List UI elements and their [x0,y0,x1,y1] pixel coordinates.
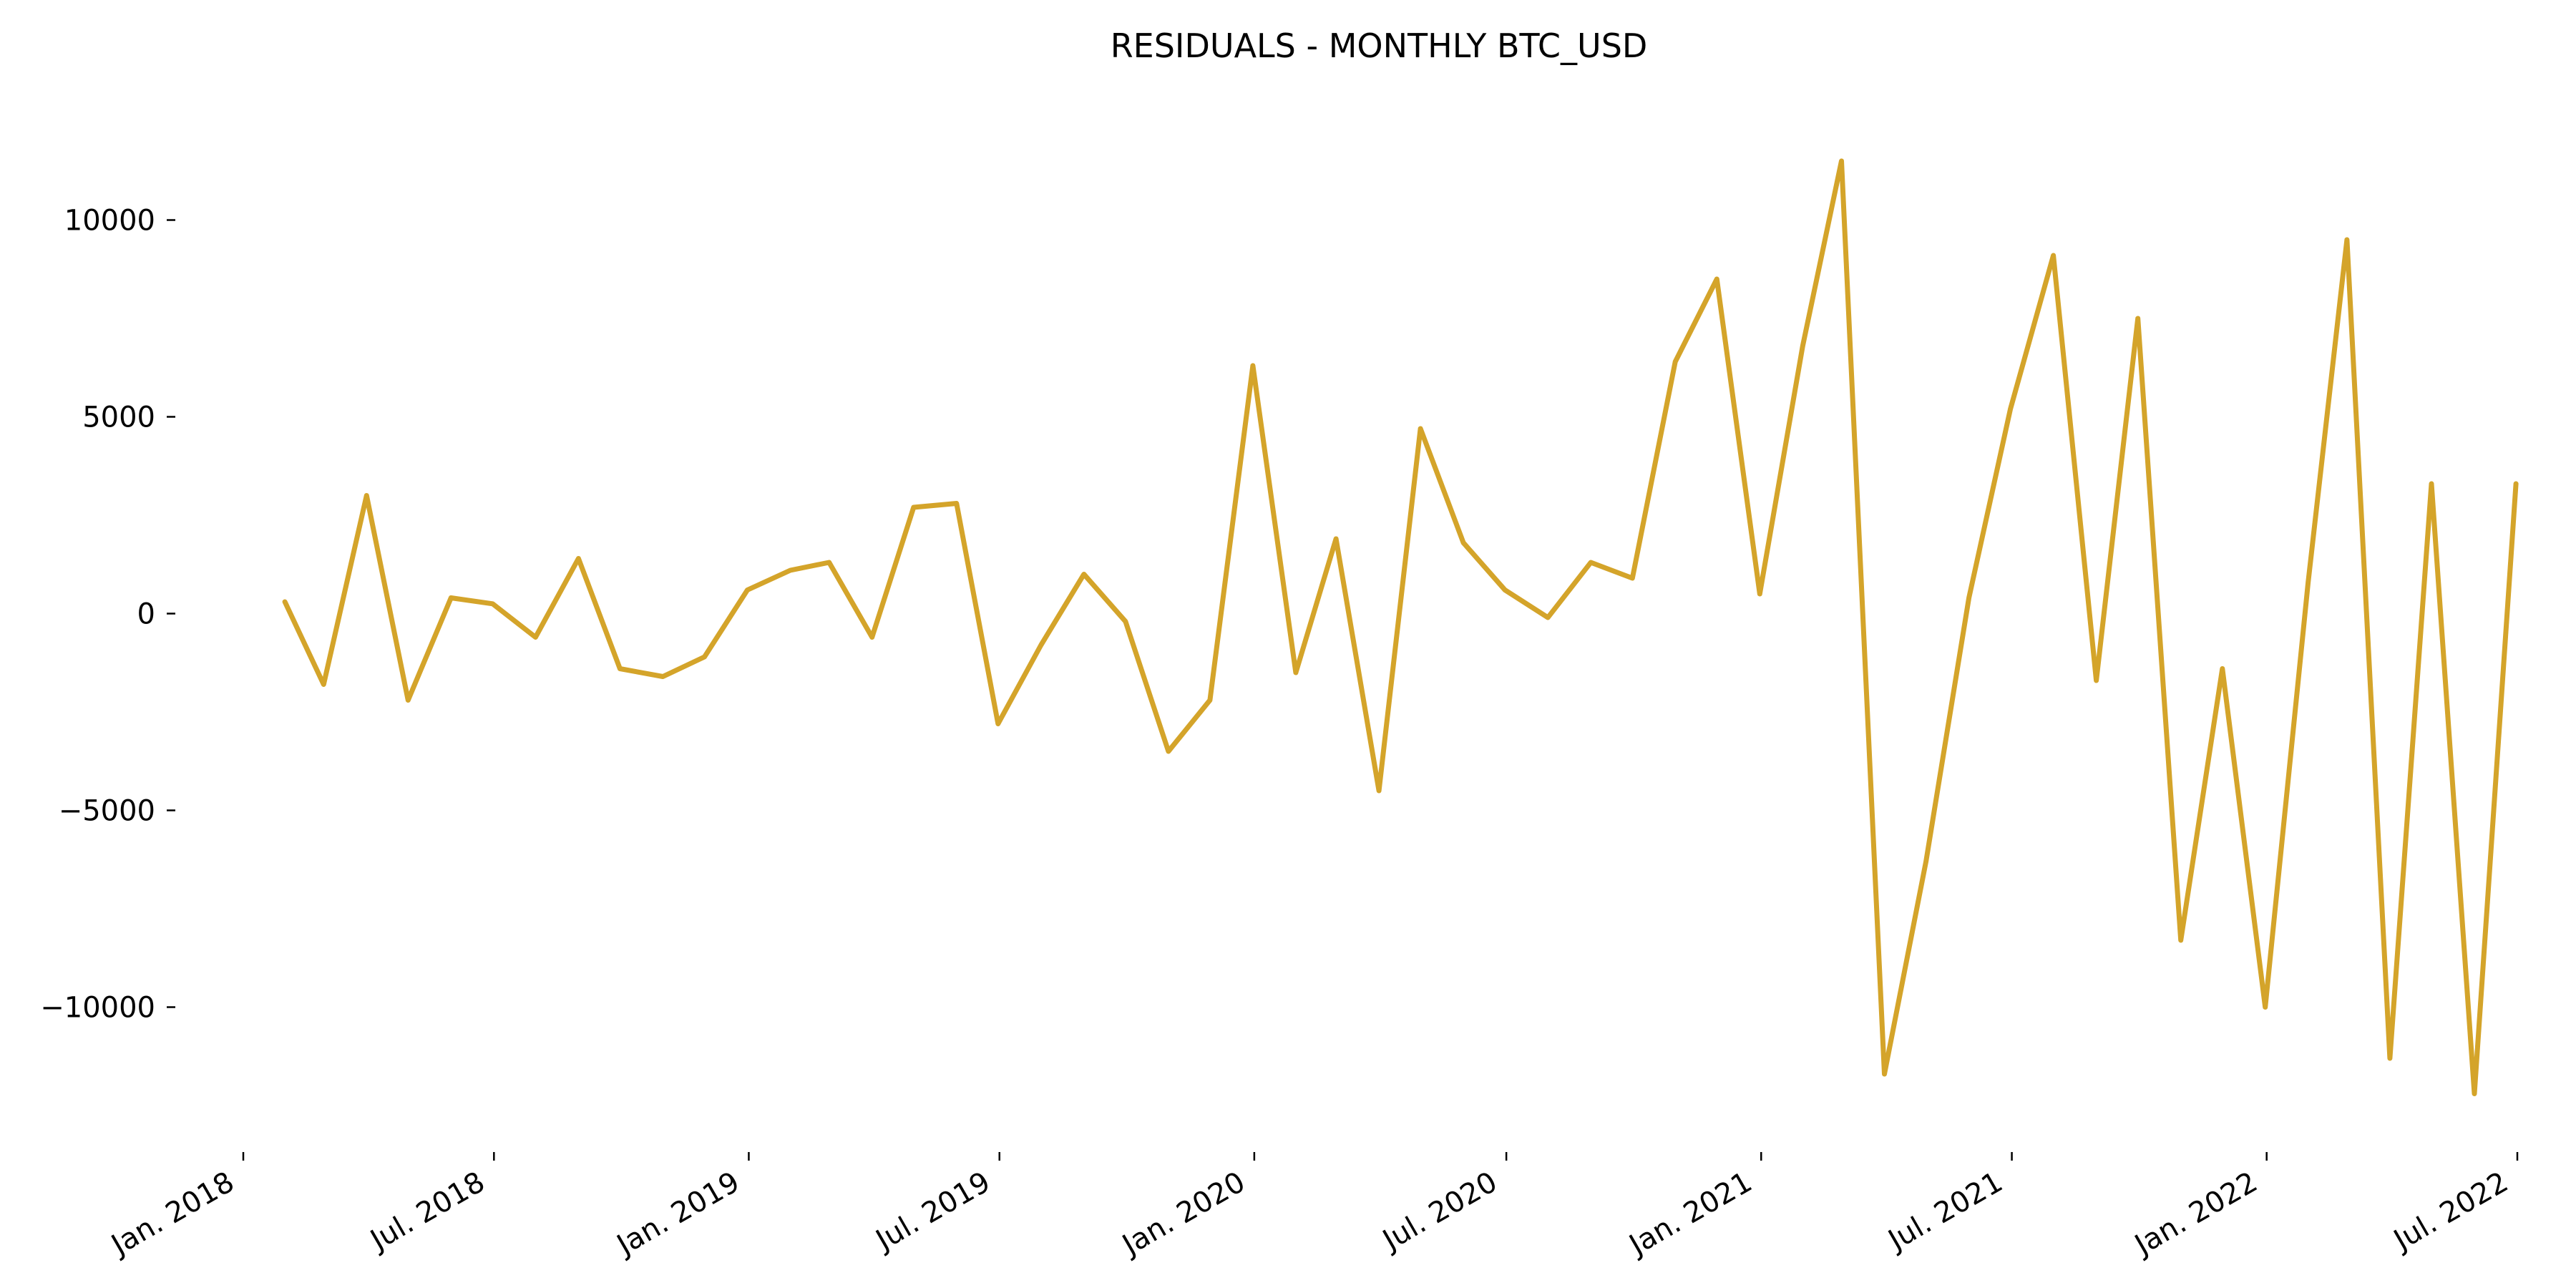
x-tick-label-4: Jan. 2020 [1116,1166,1251,1263]
y-tick-label-3: −5000 [59,795,155,828]
y-tick-label-4: −10000 [40,992,155,1025]
y-axis: 10000 5000 0 −5000 −10000 [40,205,175,1025]
x-tick-label-8: Jan. 2022 [2128,1166,2263,1263]
x-tick-label-5: Jul. 2020 [1376,1166,1503,1258]
x-tick-label-2: Jan. 2019 [610,1166,745,1263]
x-tick-label-9: Jul. 2022 [2386,1166,2514,1258]
y-tick-label-2: 0 [137,598,155,631]
series-line-0 [282,158,2519,1096]
x-tick-label-1: Jul. 2018 [364,1166,491,1258]
x-tick-label-3: Jul. 2019 [869,1166,996,1258]
x-tick-label-0: Jan. 2018 [104,1166,240,1263]
series-layer [282,158,2519,1096]
x-axis: Jan. 2018 Jul. 2018 Jan. 2019 Jul. 2019 Jan.… [104,1152,2519,1263]
x-tick-label-6: Jan. 2021 [1622,1166,1757,1263]
x-tick-label-7: Jul. 2021 [1881,1166,2009,1258]
y-tick-label-1: 5000 [82,401,155,434]
chart-title: RESIDUALS - MONTHLY BTC_USD [1111,26,1648,65]
y-tick-label-0: 10000 [64,205,155,238]
